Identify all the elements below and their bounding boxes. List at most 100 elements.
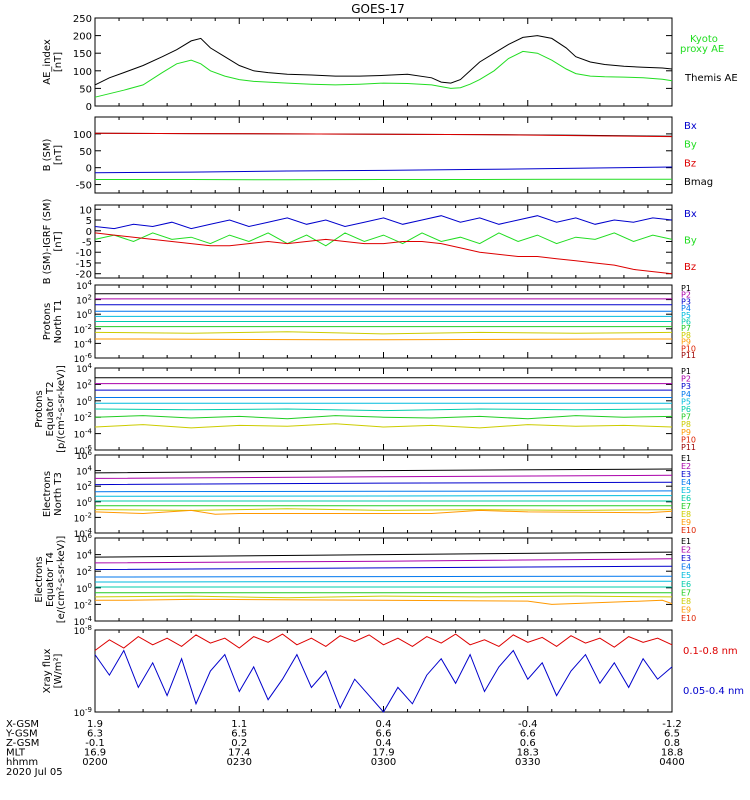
legend-entry: P8	[681, 420, 691, 429]
y-tick-label: 100	[73, 130, 92, 141]
figure-title: GOES-17	[351, 2, 405, 16]
tick-exponent: -2	[85, 323, 92, 331]
ephemeris-value: -0.4	[518, 719, 538, 730]
ephemeris-value: 0400	[659, 757, 684, 768]
y-axis-label: Electrons	[34, 556, 45, 602]
tick-exponent: 4	[88, 362, 93, 370]
legend-entry: P9	[681, 338, 691, 347]
y-axis-label: [nT]	[53, 52, 64, 72]
tick-base: 10	[76, 483, 88, 493]
legend-entry: P5	[681, 311, 691, 320]
legend-entry: Bz	[684, 158, 696, 169]
legend-entry: E9	[681, 605, 691, 614]
ephemeris-value: 1.1	[231, 719, 247, 730]
tick-exponent: 0	[88, 582, 92, 590]
tick-exponent: 2	[88, 480, 92, 488]
series-line-By	[94, 232, 673, 247]
legend-entry: P8	[681, 331, 691, 340]
legend-entry: By	[684, 236, 697, 247]
y-tick-label: 10-4	[74, 337, 93, 350]
y-tick-label: 0	[86, 102, 92, 113]
tick-base: 10	[74, 326, 86, 336]
legend-entry: P9	[681, 428, 691, 437]
tick-exponent: -4	[85, 337, 93, 345]
legend: 0.1-0.8 nm 0.05-0.4 nm	[683, 646, 744, 697]
legend: Bx By Bz	[684, 209, 697, 273]
tick-exponent: -2	[85, 411, 92, 419]
legend-entry: E7	[681, 502, 691, 511]
legend: Bx By Bz Bmag	[684, 121, 713, 188]
y-axis-label: North T3	[53, 472, 64, 516]
legend-entry: P1	[681, 367, 691, 376]
y-tick-label: 106	[76, 532, 92, 545]
y-tick-label: 50	[79, 84, 92, 95]
ephemeris-value: 6.6	[376, 729, 392, 740]
tick-base: 10	[74, 618, 86, 628]
series-line-Bx	[94, 215, 673, 230]
ephemeris-value: 0.4	[376, 719, 392, 730]
series-line-E5	[94, 580, 673, 583]
y-tick-label: 10-2	[74, 323, 92, 336]
legend-entry: E10	[681, 614, 696, 623]
tick-base: 10	[76, 452, 88, 462]
series-line-E9	[94, 509, 673, 515]
series-line-0.05-0.4-nm	[94, 649, 673, 713]
legend-entry: E3	[681, 554, 691, 563]
ephemeris-value: -0.1	[85, 738, 105, 749]
panel-frame	[94, 116, 673, 194]
legend-entry: E6	[681, 580, 691, 589]
y-tick-label: 106	[76, 449, 92, 462]
legend-entry: P2	[681, 375, 691, 384]
y-tick-label: -10	[76, 248, 92, 259]
y-tick-label: 200	[73, 32, 92, 43]
panel-frame	[94, 204, 673, 279]
tick-exponent: -4	[85, 428, 93, 436]
legend-entry: E7	[681, 588, 691, 597]
legend-entry: P10	[681, 344, 696, 353]
date-label: 2020 Jul 05	[6, 767, 63, 778]
tick-base: 10	[76, 535, 88, 545]
y-axis-label: B (SM)	[42, 138, 53, 171]
y-tick-label: 5	[86, 216, 92, 227]
ephemeris-row-label: Y-GSM	[5, 729, 38, 740]
legend-entry: proxy AE	[680, 44, 724, 55]
series-line-Bz	[94, 232, 673, 275]
ephemeris-value: 17.9	[372, 748, 394, 759]
y-axis-label: Xray flux	[42, 649, 53, 694]
series-line-E2	[94, 474, 673, 479]
tick-base: 10	[74, 530, 86, 540]
series-line-E1	[94, 551, 673, 558]
legend-entry: E3	[681, 470, 691, 479]
y-axis-label: [e/(cm²-s-sr-keV)]	[56, 536, 67, 624]
y-axis-label: Electrons	[42, 471, 53, 517]
legend-entry: P2	[681, 291, 691, 300]
y-tick-label: 100	[73, 67, 92, 78]
tick-base: 10	[74, 709, 86, 719]
legend-entry: E2	[681, 546, 691, 555]
ephemeris-value: 18.3	[517, 748, 539, 759]
tick-exponent: 4	[88, 465, 93, 473]
legend-entry: E6	[681, 494, 691, 503]
legend-entry: P5	[681, 397, 691, 406]
series-line-E3	[94, 481, 673, 486]
legend-entry: P4	[681, 390, 691, 399]
tick-base: 10	[76, 552, 88, 562]
legend-entry: P7	[681, 413, 691, 422]
y-axis-label: [p/(cm²-s-sr-keV)]	[56, 365, 67, 453]
legend-entry: E5	[681, 571, 691, 580]
tick-exponent: -6	[85, 444, 93, 452]
tick-base: 10	[74, 514, 86, 524]
y-tick-label: 10-4	[74, 428, 93, 441]
tick-base: 10	[76, 297, 88, 307]
legend-entry: P7	[681, 324, 691, 333]
series-line-Bx	[94, 166, 673, 174]
legend-entry: Bmag	[684, 177, 713, 188]
ephemeris-value: 18.8	[661, 748, 683, 759]
